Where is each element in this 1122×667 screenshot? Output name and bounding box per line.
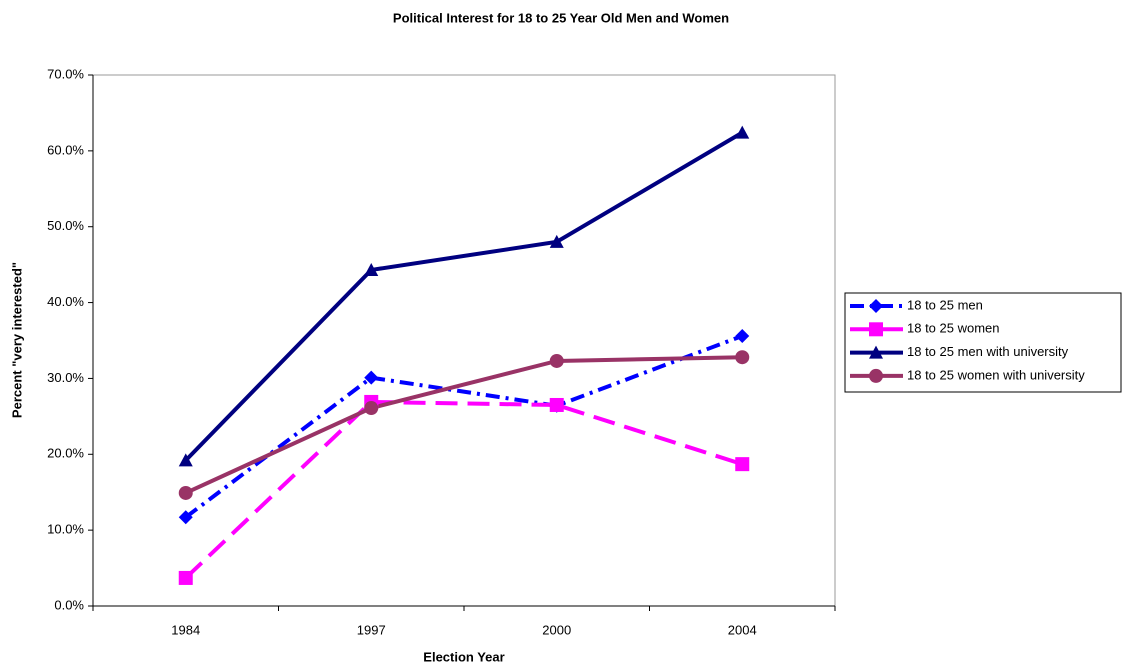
y-tick-label: 20.0% (47, 446, 84, 461)
series-line (184, 355, 743, 495)
data-point (549, 397, 564, 412)
legend-label: 18 to 25 men (907, 297, 983, 312)
y-tick-label: 30.0% (47, 370, 84, 385)
data-point (178, 453, 193, 467)
data-point (735, 457, 750, 472)
legend-marker (869, 368, 883, 383)
data-point (364, 370, 379, 385)
x-axis-label: Election Year (423, 649, 504, 664)
y-tick-label: 0.0% (54, 597, 84, 612)
x-tick-label: 2000 (542, 622, 571, 637)
data-point (178, 570, 193, 585)
y-tick-label: 60.0% (47, 142, 84, 157)
data-point (735, 328, 750, 343)
series-line (184, 334, 743, 519)
data-point (364, 262, 379, 276)
legend-label: 18 to 25 women with university (907, 367, 1085, 382)
x-tick-label: 2004 (728, 622, 757, 637)
chart-title: Political Interest for 18 to 25 Year Old… (393, 10, 729, 25)
data-point (178, 485, 193, 500)
y-tick-label: 50.0% (47, 218, 84, 233)
y-tick-label: 10.0% (47, 522, 84, 537)
legend-label: 18 to 25 men with university (907, 344, 1069, 359)
series-line (184, 399, 743, 580)
series-line (184, 130, 744, 462)
data-point (735, 125, 750, 139)
y-tick-label: 40.0% (47, 294, 84, 309)
plot-area (92, 74, 836, 607)
legend-marker (869, 345, 883, 359)
y-tick-label: 70.0% (47, 66, 84, 81)
data-point (178, 510, 193, 525)
data-point (735, 350, 750, 365)
y-axis-label: Percent "very interested" (9, 262, 24, 418)
data-point (364, 401, 379, 416)
x-tick-label: 1984 (171, 622, 200, 637)
legend-label: 18 to 25 women (907, 321, 1000, 336)
data-point (549, 353, 564, 368)
legend-marker (869, 322, 883, 337)
data-point (549, 234, 564, 248)
legend-marker (869, 299, 883, 313)
x-tick-label: 1997 (357, 622, 386, 637)
